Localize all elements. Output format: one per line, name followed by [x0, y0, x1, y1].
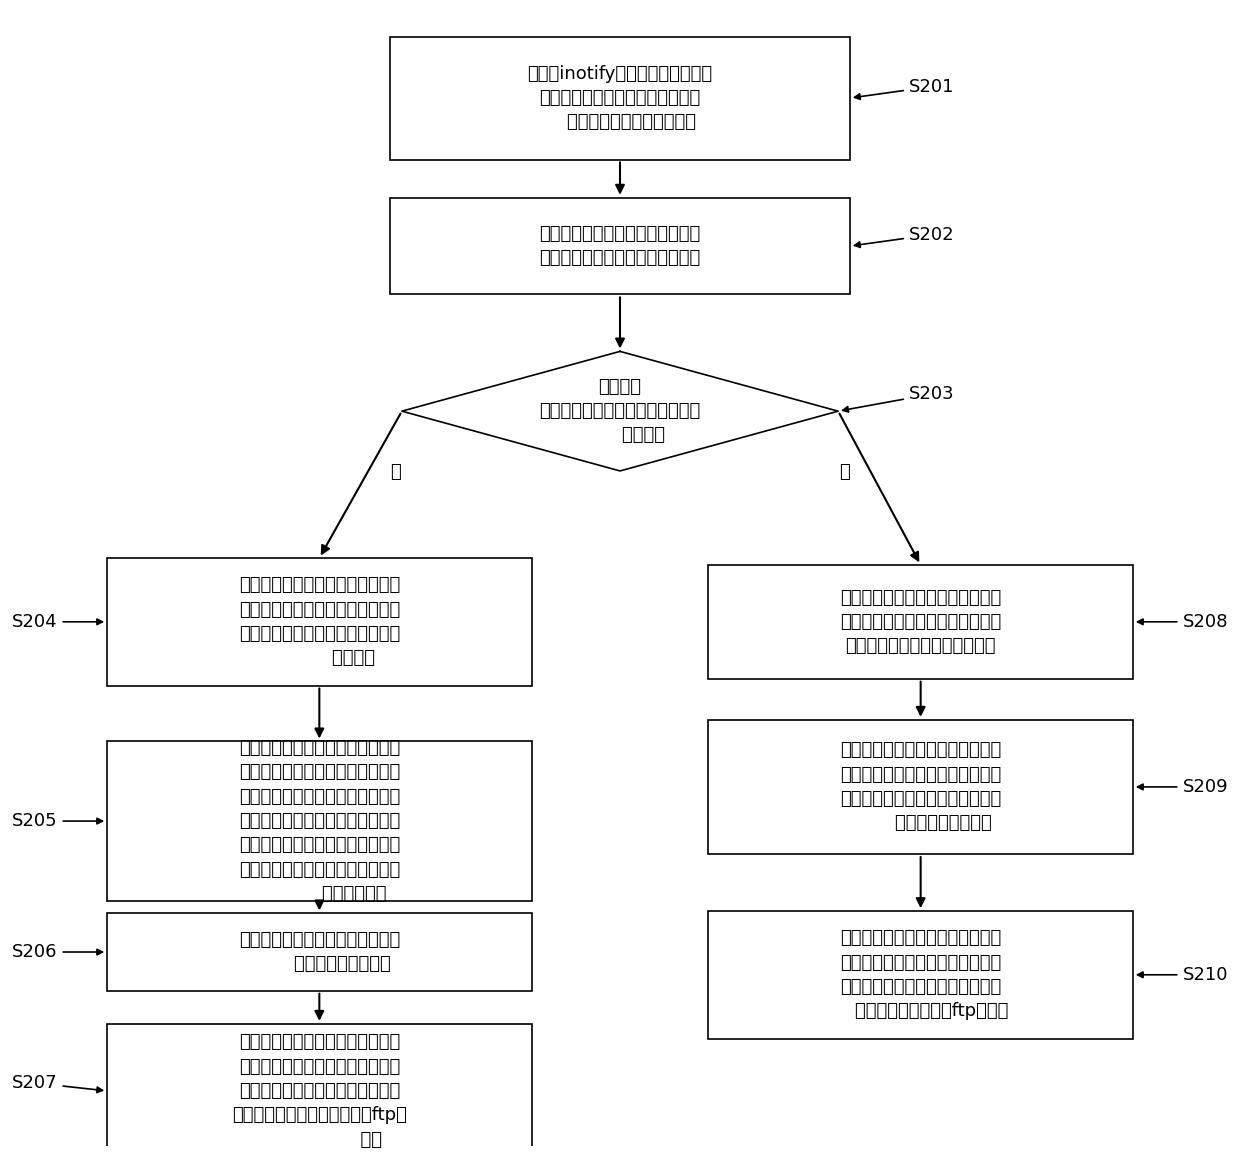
- FancyBboxPatch shape: [391, 197, 849, 294]
- FancyBboxPatch shape: [391, 36, 849, 160]
- Text: 根据目标功能模块、目标异常信息
生成时段、以及目标节点信息生成
目标功能模块日志收集指令，并向
日志处理层发送目标功能模块日志
收集指令，以使日志处理层根据收
: 根据目标功能模块、目标异常信息 生成时段、以及目标节点信息生成 目标功能模块日志…: [239, 739, 401, 903]
- Text: 根据日志功能模块标识信息确定目
标异常信息对应的目标功能模块、
目标异常信息生成时段、以及目标
            节点信息: 根据日志功能模块标识信息确定目 标异常信息对应的目标功能模块、 目标异常信息生成…: [239, 576, 401, 668]
- Text: S202: S202: [854, 225, 955, 247]
- Text: 向日志处理层发送日志压缩上传指
令，以使日志处理层将收集到的目
标功能模块日志信息进行压缩处理
，并将压缩后日志信息上传至ftp服
              : 向日志处理层发送日志压缩上传指 令，以使日志处理层将收集到的目 标功能模块日志信…: [232, 1033, 407, 1148]
- FancyBboxPatch shape: [708, 565, 1133, 679]
- Text: S205: S205: [12, 812, 103, 830]
- FancyBboxPatch shape: [708, 720, 1133, 854]
- FancyBboxPatch shape: [107, 741, 532, 901]
- Text: 是: 是: [391, 462, 402, 481]
- Text: 向目标终端发送紧急邮件警告信息
，并向目标终端发送异常信息弹窗
指令，以使目标终端对目标异常信
        息进行界面弹窗显示: 向目标终端发送紧急邮件警告信息 ，并向目标终端发送异常信息弹窗 指令，以使目标终…: [839, 741, 1001, 832]
- Text: S209: S209: [1137, 778, 1228, 796]
- Text: 向日志处理层发送全量日志收集指
令，以使日志处理层根据收集到的
全量日志信息进行节点故障定位: 向日志处理层发送全量日志收集指 令，以使日志处理层根据收集到的 全量日志信息进行…: [839, 588, 1001, 655]
- Text: S208: S208: [1137, 613, 1228, 631]
- Text: 按照预设的问题上报周期向目标终
        端发送邮件提醒信息: 按照预设的问题上报周期向目标终 端发送邮件提醒信息: [239, 931, 401, 973]
- Text: 对修改后异常信息记录文件进行解
析，得到当次生成的目标异常信息: 对修改后异常信息记录文件进行解 析，得到当次生成的目标异常信息: [539, 225, 701, 267]
- Text: S201: S201: [854, 78, 955, 99]
- FancyBboxPatch shape: [107, 914, 532, 991]
- Text: S204: S204: [12, 613, 103, 631]
- FancyBboxPatch shape: [107, 1023, 532, 1158]
- Text: S210: S210: [1137, 966, 1228, 984]
- Polygon shape: [402, 351, 838, 471]
- Text: 向日志处理层发送日志压缩上传指
令，以使日志处理层将收集到的全
量日志信息进行压缩处理，并将压
    缩后日志信息上传至ftp服务器: 向日志处理层发送日志压缩上传指 令，以使日志处理层将收集到的全 量日志信息进行压…: [832, 929, 1009, 1020]
- FancyBboxPatch shape: [107, 558, 532, 685]
- Text: 当通过inotify进程服务监测到异常
信息记录文件存在修改动作时，获
    取修改后异常信息记录文件: 当通过inotify进程服务监测到异常 信息记录文件存在修改动作时，获 取修改后…: [527, 64, 713, 132]
- FancyBboxPatch shape: [708, 911, 1133, 1039]
- Text: S206: S206: [12, 943, 103, 960]
- Text: S207: S207: [12, 1074, 103, 1092]
- Text: 检测目标
异常信息是否携带有日志功能模块
        标识信息: 检测目标 异常信息是否携带有日志功能模块 标识信息: [539, 378, 701, 445]
- Text: S203: S203: [843, 385, 955, 412]
- Text: 否: 否: [838, 462, 849, 481]
